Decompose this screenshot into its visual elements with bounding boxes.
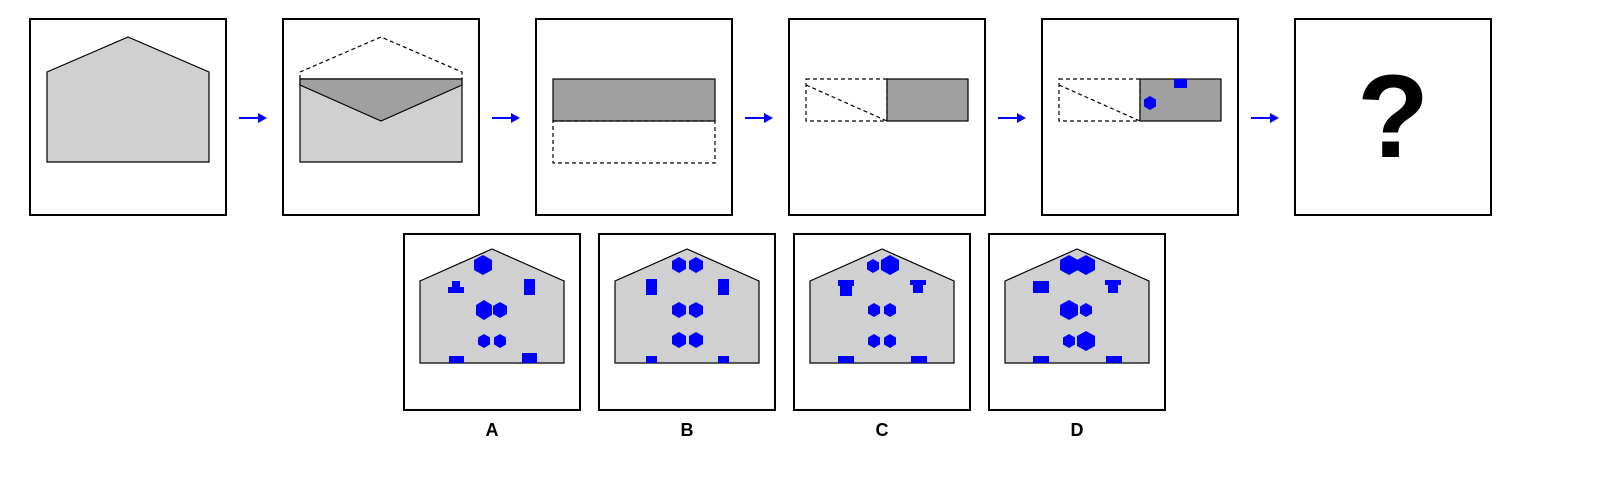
option-b-figure	[614, 248, 760, 364]
arrow-icon	[1251, 113, 1279, 123]
t-shape-hole-icon	[1108, 285, 1118, 293]
hexagon-hole-icon	[884, 303, 896, 317]
square-hole-icon	[524, 279, 535, 295]
hexagon-hole-icon	[689, 332, 703, 348]
square-hole-icon	[1033, 281, 1049, 293]
hexagon-hole-icon	[476, 300, 492, 320]
square-hole-icon	[449, 356, 464, 363]
square-hole-icon	[522, 353, 537, 363]
hexagon-hole-icon	[867, 259, 879, 273]
option-a-figure	[419, 248, 565, 364]
hexagon-hole-icon	[1080, 303, 1092, 317]
option-a-label: A	[485, 420, 499, 440]
hexagon-hole-icon	[689, 257, 703, 273]
hexagon-hole-icon	[689, 302, 703, 318]
step-3-panel	[535, 18, 733, 216]
envelope-flap-figure	[299, 36, 463, 163]
hexagon-hole-icon	[1077, 331, 1095, 351]
hexagon-hole-icon	[1060, 300, 1078, 320]
hexagon-hole-icon	[1144, 96, 1156, 110]
t-shape-hole-icon	[452, 281, 460, 287]
square-hole-icon	[911, 356, 927, 363]
arrow-icon	[492, 113, 520, 123]
option-c-label: C	[875, 420, 889, 440]
square-hole-icon	[718, 279, 729, 295]
hexagon-hole-icon	[474, 255, 492, 275]
square-hole-icon	[646, 279, 657, 295]
square-hole-icon	[646, 356, 657, 363]
hexagon-hole-icon	[884, 334, 896, 348]
folded-half-figure	[805, 78, 969, 122]
step-5-panel	[1041, 18, 1239, 216]
t-shape-hole-icon	[448, 287, 464, 293]
step-4-panel	[788, 18, 986, 216]
hexagon-hole-icon	[868, 303, 880, 317]
hexagon-hole-icon	[1060, 255, 1078, 275]
hexagon-hole-icon	[1077, 255, 1095, 275]
option-d-figure	[1004, 248, 1150, 364]
hexagon-hole-icon	[493, 302, 507, 318]
punched-half-figure	[1058, 78, 1222, 122]
folded-rectangle-figure	[552, 78, 716, 164]
option-c-figure	[809, 248, 955, 364]
option-b-label: B	[680, 420, 694, 440]
option-c-panel[interactable]	[793, 233, 971, 411]
square-hole-icon	[1033, 356, 1049, 363]
arrow-icon	[239, 113, 267, 123]
question-panel: ?	[1294, 18, 1492, 216]
step-1-panel	[29, 18, 227, 216]
t-shape-hole-icon	[913, 285, 923, 293]
question-mark: ?	[1356, 51, 1430, 183]
option-d-panel[interactable]	[988, 233, 1166, 411]
t-shape-hole-icon	[840, 286, 852, 296]
t-shape-hole-icon	[910, 280, 926, 285]
hexagon-hole-icon	[672, 332, 686, 348]
hexagon-hole-icon	[672, 302, 686, 318]
option-a-panel[interactable]	[403, 233, 581, 411]
arrow-icon	[998, 113, 1026, 123]
envelope-closed-figure	[46, 36, 210, 163]
option-d-label: D	[1070, 420, 1084, 440]
t-shape-hole-icon	[838, 280, 854, 286]
t-shape-hole-icon	[1105, 280, 1121, 285]
hexagon-hole-icon	[881, 255, 899, 275]
square-hole-icon	[1174, 79, 1187, 88]
hexagon-hole-icon	[672, 257, 686, 273]
step-2-panel	[282, 18, 480, 216]
hexagon-hole-icon	[868, 334, 880, 348]
hexagon-hole-icon	[494, 334, 506, 348]
square-hole-icon	[1106, 356, 1122, 363]
hexagon-hole-icon	[478, 334, 490, 348]
hexagon-hole-icon	[1063, 334, 1075, 348]
square-hole-icon	[718, 356, 729, 363]
square-hole-icon	[838, 356, 854, 363]
option-b-panel[interactable]	[598, 233, 776, 411]
arrow-icon	[745, 113, 773, 123]
